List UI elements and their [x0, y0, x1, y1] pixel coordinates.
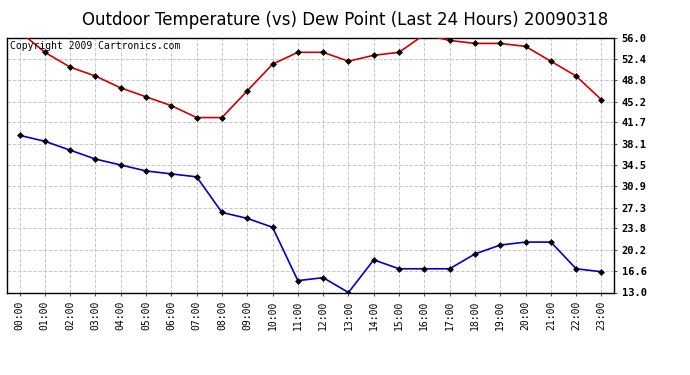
Text: Copyright 2009 Cartronics.com: Copyright 2009 Cartronics.com: [10, 41, 180, 51]
Text: Outdoor Temperature (vs) Dew Point (Last 24 Hours) 20090318: Outdoor Temperature (vs) Dew Point (Last…: [82, 11, 608, 29]
